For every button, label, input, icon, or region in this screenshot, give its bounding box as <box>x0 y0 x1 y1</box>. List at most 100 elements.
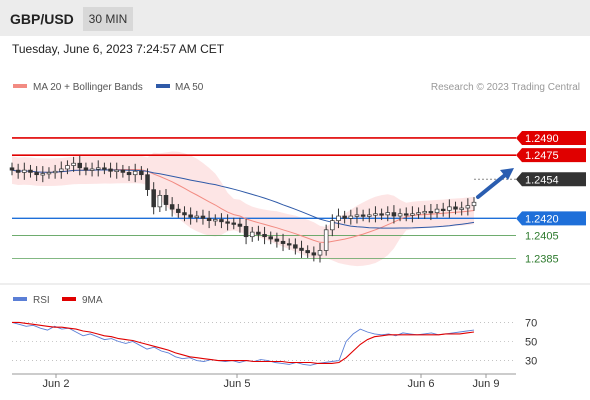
ma20-legend-swatch <box>13 84 27 88</box>
candle-up <box>71 162 76 166</box>
candle-down <box>262 234 267 238</box>
bollinger-band-fill <box>12 151 474 267</box>
candle-up <box>22 169 27 173</box>
x-axis-tick-label: Jun 2 <box>43 378 70 390</box>
candle-down <box>120 169 126 173</box>
x-axis-tick-label: Jun 9 <box>473 378 500 390</box>
candle-down <box>286 243 292 246</box>
candle-down <box>102 167 107 170</box>
price-level-labels: 1.2490 1.2475 1.2454 1.2420 1.2405 1.2385 <box>516 130 586 266</box>
candle-down <box>440 208 446 211</box>
candle-down <box>274 238 280 242</box>
candle-down <box>182 212 187 216</box>
candle-down <box>360 214 366 217</box>
level-label-tag <box>516 130 586 145</box>
candle-up <box>114 169 119 172</box>
candle-up <box>422 211 427 214</box>
rsi-tick-label: 50 <box>525 337 537 349</box>
candle-up <box>213 219 218 222</box>
candle-down <box>256 231 261 235</box>
candle-down <box>299 247 304 251</box>
candle-down <box>342 215 347 219</box>
symbol-label: GBP/USD <box>10 11 74 27</box>
candle-up <box>410 213 415 216</box>
ma50-line <box>11 169 475 229</box>
level-label-resistance: 1.2490 <box>525 133 559 145</box>
x-axis: Jun 2 Jun 5 Jun 6 Jun 9 <box>12 373 516 390</box>
candle-up <box>249 231 255 238</box>
candle-down <box>280 240 286 244</box>
candle-up <box>95 167 101 170</box>
candle-down <box>311 252 317 256</box>
candle-up <box>348 215 354 219</box>
candle-up <box>40 173 46 176</box>
candle-down <box>453 206 458 210</box>
candle-up <box>52 170 58 174</box>
candle-up <box>447 206 452 211</box>
candle-down <box>28 169 33 173</box>
candle-up <box>317 250 323 256</box>
candle-up <box>330 220 335 231</box>
x-axis-tick-label: Jun 6 <box>408 378 435 390</box>
rsi-pane: 70 50 30 <box>11 317 537 368</box>
level-label-last: 1.2454 <box>525 174 559 186</box>
candle-up <box>397 213 403 217</box>
rsi-legend-swatch <box>13 297 27 301</box>
candle-up <box>157 195 163 208</box>
candle-up <box>367 214 372 217</box>
datetime-label: Tuesday, June 6, 2023 7:24:57 AM CET <box>12 42 225 56</box>
candle-up <box>65 165 70 170</box>
candle-down <box>206 217 212 221</box>
candle-down <box>225 221 230 224</box>
candle-up <box>434 208 440 213</box>
copyright-label: Research © 2023 Trading Central <box>431 82 580 93</box>
timeframe-badge[interactable] <box>83 7 133 31</box>
candle-down <box>126 172 132 176</box>
candle-down <box>9 167 15 171</box>
x-axis-tick-label: Jun 5 <box>224 378 251 390</box>
ma50-legend-label: MA 50 <box>175 82 204 93</box>
bollinger-bands <box>12 151 474 267</box>
ma20-legend-label: MA 20 + Bollinger Bands <box>33 82 143 93</box>
candle-down <box>243 226 249 238</box>
candle-up <box>465 205 471 209</box>
candle-down <box>188 214 193 218</box>
candle-up <box>46 172 52 175</box>
candle-up <box>336 215 341 221</box>
candle-up <box>373 213 378 216</box>
candle-down <box>200 215 206 219</box>
candle-down <box>83 167 89 171</box>
candle-up <box>385 212 391 216</box>
forecast-arrow-shaft <box>476 172 508 199</box>
rsi-tick-label: 70 <box>525 317 537 329</box>
candle-down <box>169 204 175 210</box>
forecast-arrow <box>476 168 514 199</box>
forecast-arrow-head <box>500 168 514 180</box>
candle-down <box>108 168 113 172</box>
rsi-ma-line <box>12 321 475 364</box>
level-label-support: 1.2385 <box>525 254 559 266</box>
candle-down <box>34 172 39 176</box>
candle-down <box>176 208 181 213</box>
ma50-legend-swatch <box>156 84 170 88</box>
candle-down <box>15 169 21 173</box>
candles <box>9 155 477 263</box>
candle-down <box>237 223 243 227</box>
rsi-tick-label: 30 <box>525 356 537 368</box>
candle-up <box>354 214 360 217</box>
candle-down <box>379 213 384 216</box>
candle-down <box>219 219 224 223</box>
candle-down <box>151 189 156 208</box>
candle-up <box>59 168 64 172</box>
level-label-tag <box>516 211 586 226</box>
candle-down <box>145 174 150 190</box>
candle-down <box>391 212 397 217</box>
candle-down <box>428 211 434 214</box>
ma9-legend-label: 9MA <box>82 295 103 306</box>
candle-up <box>194 215 200 218</box>
level-label-tag <box>516 148 586 163</box>
candle-up <box>323 229 329 251</box>
candle-up <box>132 170 138 176</box>
candle-up <box>471 201 477 207</box>
candle-down <box>305 250 310 254</box>
